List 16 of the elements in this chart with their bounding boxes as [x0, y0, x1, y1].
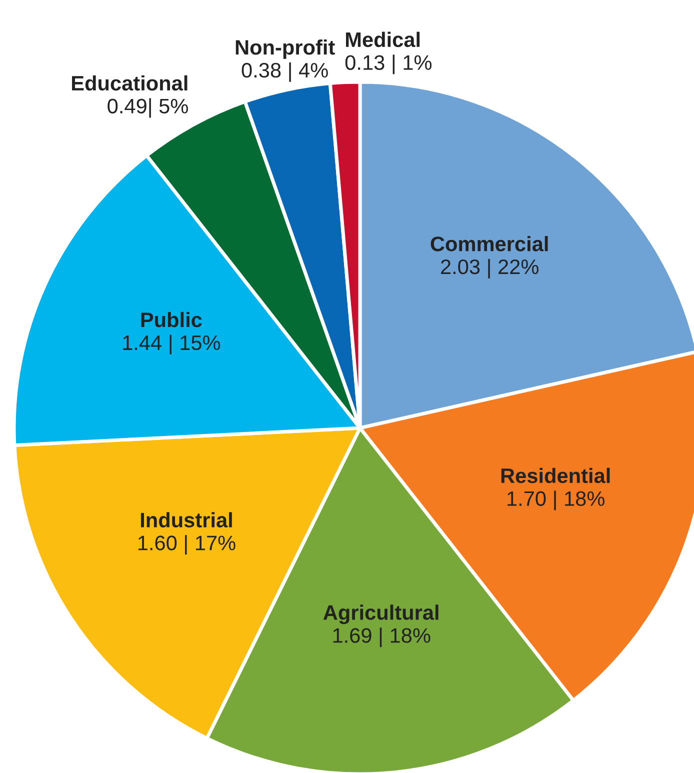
slice-label: Industrial — [141, 512, 232, 528]
slice-label: Medical — [346, 32, 420, 48]
data-label: 1.69 | 18% — [333, 628, 430, 648]
data-label: 1.70 | 18% — [508, 490, 604, 510]
data-label: 1.44 | 15% — [123, 334, 220, 354]
data-label: 1.60 | 17% — [138, 535, 236, 555]
data-label: 0.38 | 4% — [242, 62, 328, 82]
data-label: 0.13 | 1% — [345, 54, 432, 74]
slice-label: Public — [141, 312, 202, 328]
slice-label: Residential — [501, 468, 610, 484]
slice-label: Commercial — [430, 236, 548, 252]
slice-label: Educational — [72, 75, 188, 91]
slice-label: Non-profit — [236, 39, 335, 59]
slice-label: Agricultural — [323, 604, 438, 624]
data-label: 0.49| 5% — [108, 98, 188, 118]
data-label: 2.03 | 22% — [441, 258, 538, 278]
